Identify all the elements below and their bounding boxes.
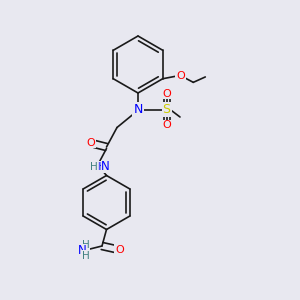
Text: H: H — [82, 250, 90, 261]
Text: N: N — [133, 103, 143, 116]
Text: O: O — [162, 88, 171, 99]
Text: O: O — [176, 71, 185, 81]
Text: N: N — [78, 244, 87, 257]
Text: NH: NH — [91, 161, 107, 172]
Text: S: S — [163, 103, 170, 116]
Text: H: H — [82, 240, 90, 250]
Text: N: N — [101, 160, 110, 173]
Text: O: O — [115, 245, 124, 255]
Text: O: O — [86, 137, 95, 148]
Text: O: O — [162, 120, 171, 130]
Text: H: H — [90, 161, 98, 172]
